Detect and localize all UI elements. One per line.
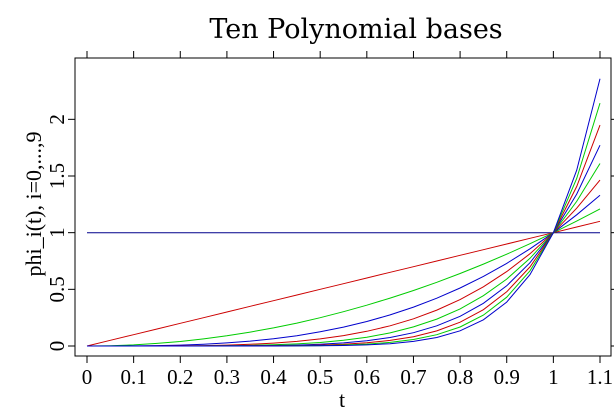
- x-tick-label: 1: [548, 365, 559, 389]
- y-axis-label: phi_i(t), i=0,...,9: [21, 131, 46, 276]
- x-tick-label: 0.4: [260, 365, 287, 389]
- y-tick-label: 0.5: [45, 276, 69, 302]
- series-line-2: [86, 208, 601, 347]
- x-tick-label: 0.1: [121, 365, 147, 389]
- x-axis-label: t: [339, 387, 345, 412]
- series-line-8: [87, 102, 601, 347]
- y-tick-label: 2: [45, 114, 69, 125]
- series-lines: [86, 78, 601, 347]
- x-tick-label: 0.7: [400, 365, 426, 389]
- y-tick-label: 0: [45, 341, 69, 352]
- series-line-6: [87, 144, 601, 347]
- x-tick-label: 0.3: [214, 365, 240, 389]
- axis-ticks: [68, 51, 614, 363]
- x-tick-label: 0.5: [307, 365, 333, 389]
- series-line-3: [87, 194, 601, 347]
- chart-title: Ten Polynomial bases: [209, 14, 502, 45]
- series-line-9: [87, 78, 601, 347]
- tick-labels: 0 0.1 0.2 0.3 0.4 0.5 0.6 0.7 0.8 0.9 1 1.1 0 0.5 1 1.5…: [45, 114, 613, 389]
- x-tick-label: 0.8: [447, 365, 473, 389]
- plot-frame: [74, 57, 612, 357]
- series-line-4: [87, 179, 601, 347]
- series-line-1: [86, 220, 601, 347]
- x-tick-label: 0.9: [494, 365, 520, 389]
- series-line-7: [87, 124, 601, 347]
- x-tick-label: 1.1: [587, 365, 613, 389]
- x-tick-label: 0: [82, 365, 93, 389]
- y-tick-label: 1: [45, 227, 69, 238]
- x-tick-label: 0.6: [354, 365, 380, 389]
- y-tick-label: 1.5: [45, 163, 69, 189]
- x-tick-label: 0.2: [167, 365, 193, 389]
- series-line-5: [87, 163, 601, 347]
